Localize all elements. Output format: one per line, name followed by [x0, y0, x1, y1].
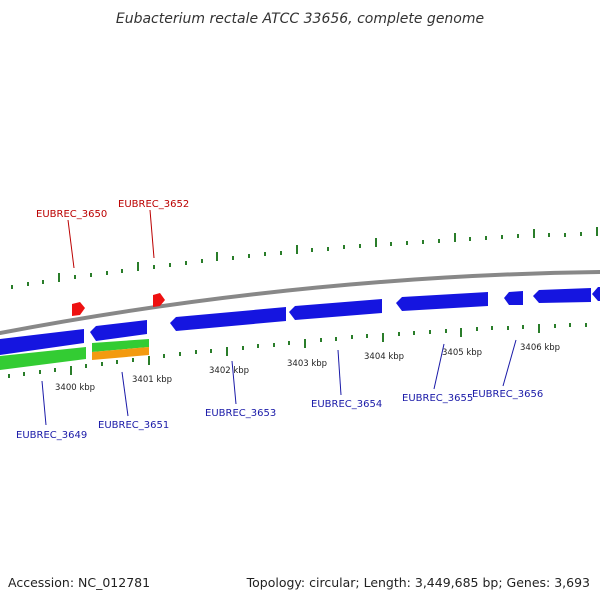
gene-eubrec-3649[interactable]	[0, 329, 84, 355]
scale-label-3404: 3404 kbp	[364, 352, 404, 362]
scale-label-3405: 3405 kbp	[442, 348, 482, 358]
leader-eubrec-3656	[502, 339, 517, 387]
gene-label-eubrec-3655[interactable]: EUBREC_3655	[402, 393, 473, 404]
map-title: Eubacterium rectale ATCC 33656, complete…	[116, 11, 484, 27]
reverse-genes	[0, 287, 600, 355]
gene-eubrec-3652[interactable]	[153, 293, 165, 307]
inner-scale-track	[8, 323, 587, 378]
gene-eubrec-3651-orange[interactable]	[92, 347, 149, 360]
label-leaders	[41, 209, 517, 426]
gene-label-eubrec-3652[interactable]: EUBREC_3652	[118, 199, 189, 210]
leader-eubrec-3653	[231, 360, 237, 405]
leader-eubrec-3655	[433, 343, 445, 390]
forward-genes	[72, 293, 165, 316]
gene-next[interactable]	[592, 287, 600, 301]
scale-label-3403: 3403 kbp	[287, 359, 327, 369]
gene-label-eubrec-3656[interactable]: EUBREC_3656	[472, 389, 543, 400]
gene-eubrec-3656b[interactable]	[533, 288, 591, 303]
gene-label-eubrec-3649[interactable]: EUBREC_3649	[16, 430, 87, 441]
scale-label-3401: 3401 kbp	[132, 375, 172, 385]
genome-summary-text: Topology: circular; Length: 3,449,685 bp…	[246, 575, 590, 590]
gene-eubrec-3655[interactable]	[396, 292, 488, 311]
lower-track-genes	[0, 339, 149, 370]
gene-eubrec-3651-green[interactable]	[92, 339, 149, 352]
gene-labels: EUBREC_3650 EUBREC_3652 EUBREC_3649 EUBR…	[16, 199, 543, 441]
scale-label-3406: 3406 kbp	[520, 343, 560, 353]
scale-labels: 3400 kbp 3401 kbp 3402 kbp 3403 kbp 3404…	[55, 343, 560, 393]
leader-eubrec-3652	[149, 209, 155, 259]
leader-eubrec-3654	[337, 349, 342, 396]
leader-eubrec-3650	[67, 219, 75, 269]
leader-eubrec-3651	[121, 371, 129, 417]
gene-label-eubrec-3654[interactable]: EUBREC_3654	[311, 399, 382, 410]
outer-tick-track	[11, 227, 598, 289]
gene-eubrec-3649-rna[interactable]	[0, 347, 86, 370]
gene-eubrec-3654[interactable]	[289, 299, 382, 320]
accession-text: Accession: NC_012781	[8, 575, 150, 590]
gene-eubrec-3651[interactable]	[90, 320, 147, 341]
scale-label-3402: 3402 kbp	[209, 366, 249, 376]
gene-eubrec-3653[interactable]	[170, 307, 286, 331]
leader-eubrec-3649	[41, 380, 47, 426]
gene-label-eubrec-3653[interactable]: EUBREC_3653	[205, 408, 276, 419]
gene-label-eubrec-3651[interactable]: EUBREC_3651	[98, 420, 169, 431]
genome-backbone	[0, 270, 600, 335]
gene-eubrec-3656a[interactable]	[504, 291, 523, 305]
scale-label-3400: 3400 kbp	[55, 383, 95, 393]
gene-eubrec-3650[interactable]	[72, 302, 85, 316]
gene-label-eubrec-3650[interactable]: EUBREC_3650	[36, 209, 107, 220]
